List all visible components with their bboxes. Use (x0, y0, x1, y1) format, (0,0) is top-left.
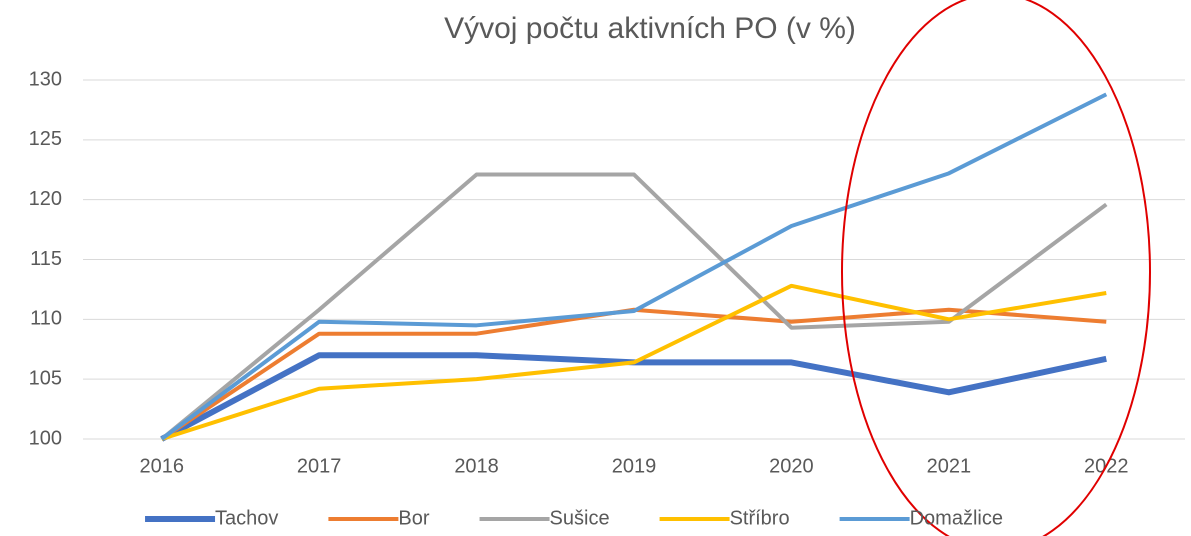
legend-item: Bor (328, 507, 430, 529)
legend-label: Tachov (215, 507, 278, 529)
series-line (161, 283, 1107, 441)
x-tick-label: 2016 (139, 455, 184, 477)
legend-label: Bor (398, 507, 429, 529)
legend-item: Stříbro (659, 507, 790, 529)
legend-label: Domažlice (910, 507, 1003, 529)
series-line (160, 307, 1107, 441)
y-tick-label: 120 (29, 188, 62, 210)
y-tick-label: 105 (29, 367, 62, 389)
highlight-ellipse (841, 0, 1151, 536)
series-line (160, 92, 1108, 441)
y-tick-label: 100 (29, 427, 62, 449)
y-tick-label: 115 (30, 248, 62, 270)
series-line (160, 172, 1108, 441)
y-tick-label: 110 (30, 308, 62, 330)
x-tick-label: 2018 (454, 455, 499, 477)
legend-item: Domažlice (839, 507, 1003, 529)
x-tick-label: 2017 (297, 455, 342, 477)
series-line (160, 352, 1107, 442)
legend-item: Sušice (479, 507, 610, 529)
y-tick-label: 125 (29, 128, 62, 150)
x-tick-label: 2020 (769, 455, 814, 477)
x-tick-label: 2021 (927, 455, 972, 477)
chart-title: Vývoj počtu aktivních PO (v %) (444, 12, 856, 45)
legend-label: Stříbro (730, 507, 790, 529)
legend-label: Sušice (550, 507, 610, 529)
legend-item: Tachov (145, 507, 278, 529)
plot-area: 100 105 110 115 120 125 130 2016 2017 2018 2019 202… (29, 68, 1185, 477)
y-tick-label: 130 (29, 68, 62, 90)
x-tick-label: 2019 (612, 455, 657, 477)
